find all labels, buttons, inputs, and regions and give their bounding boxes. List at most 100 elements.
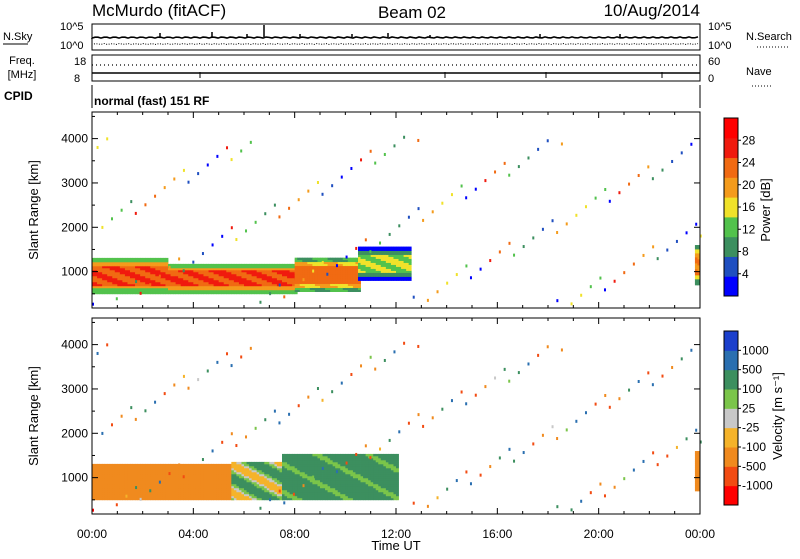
heatmap-echo	[264, 418, 266, 421]
heatmap-cell	[117, 464, 120, 466]
heatmap-cell	[279, 264, 282, 266]
heatmap-echo	[183, 375, 185, 378]
beam-title: Beam 02	[378, 3, 446, 22]
heatmap-echo	[164, 392, 166, 395]
heatmap-echo	[575, 214, 577, 217]
heatmap-cell	[171, 264, 174, 266]
nave-tick-top: 60	[708, 56, 720, 68]
heatmap-cell	[353, 258, 356, 260]
heatmap-cell	[373, 454, 376, 456]
heatmap-echo	[216, 361, 218, 364]
heatmap-cell	[338, 258, 341, 260]
heatmap-cell	[378, 454, 381, 456]
heatmap-echo	[293, 287, 295, 290]
heatmap-cell	[393, 247, 396, 249]
station-title: McMurdo (fitACF)	[92, 1, 226, 20]
heatmap-cell	[209, 264, 212, 266]
heatmap-echo	[418, 413, 420, 416]
heatmap-echo	[192, 261, 194, 264]
heatmap-echo	[661, 169, 663, 172]
heatmap-echo	[609, 200, 611, 203]
heatmap-echo	[245, 229, 247, 232]
heatmap-cell	[325, 258, 328, 260]
heatmap-cell	[343, 258, 346, 260]
heatmap-cell	[201, 264, 204, 266]
heatmap-echo	[408, 216, 410, 219]
heatmap-cell	[386, 247, 389, 249]
power-colorbar-tick-label: 20	[742, 178, 756, 192]
heatmap-cell	[153, 258, 156, 260]
heatmap-cell	[221, 464, 224, 466]
heatmap-cell	[216, 464, 219, 466]
heatmap-cell	[310, 258, 313, 260]
heatmap-cell	[150, 464, 153, 466]
heatmap-cell	[404, 247, 407, 249]
heatmap-echo	[212, 449, 214, 452]
heatmap-cell	[388, 454, 391, 456]
heatmap-echo	[599, 483, 601, 486]
heatmap-echo	[484, 179, 486, 182]
heatmap-echo	[212, 243, 214, 246]
heatmap-cell	[386, 454, 389, 456]
heatmap-cell	[193, 264, 196, 266]
heatmap-echo	[451, 193, 453, 196]
heatmap-echo	[264, 212, 266, 215]
heatmap-echo	[461, 391, 463, 394]
ytick-label: 4000	[61, 132, 88, 146]
heatmap-echo	[508, 242, 510, 245]
heatmap-cell	[145, 258, 148, 260]
heatmap-echo	[504, 368, 506, 371]
heatmap-cell	[107, 464, 110, 466]
heatmap-cell	[257, 264, 260, 266]
heatmap-echo	[116, 297, 118, 300]
heatmap-cell	[292, 454, 295, 456]
heatmap-cell	[219, 464, 222, 466]
cpid-label: CPID	[4, 89, 33, 103]
heatmap-cell	[140, 464, 143, 466]
heatmap-echo	[355, 247, 357, 250]
heatmap-echo	[221, 235, 223, 238]
heatmap-cell	[305, 454, 308, 456]
heatmap-echo	[365, 238, 367, 241]
heatmap-cell	[363, 247, 366, 249]
heatmap-cell	[325, 454, 328, 456]
heatmap-echo	[595, 403, 597, 406]
heatmap-echo	[652, 177, 654, 180]
heatmap-cell	[244, 264, 247, 266]
heatmap-cell	[695, 451, 698, 453]
heatmap-echo	[681, 357, 683, 360]
heatmap-cell	[112, 258, 115, 260]
heatmap-cell	[148, 464, 151, 466]
heatmap-echo	[461, 185, 463, 188]
power-colorbar-swatch	[724, 138, 738, 158]
heatmap-cell	[330, 258, 333, 260]
heatmap-cell	[333, 258, 336, 260]
heatmap-echo	[226, 146, 228, 149]
heatmap-cell	[219, 264, 222, 266]
heatmap-echo	[465, 470, 467, 473]
heatmap-cell	[396, 454, 399, 456]
heatmap-echo	[369, 250, 371, 253]
heatmap-cell	[201, 464, 204, 466]
power-colorbar-tick-label: 24	[742, 156, 756, 170]
heatmap-cell	[340, 258, 343, 260]
heatmap-cell	[226, 264, 229, 266]
heatmap-cell	[155, 258, 158, 260]
heatmap-echo	[417, 139, 419, 142]
heatmap-echo	[446, 488, 448, 491]
heatmap-cell	[267, 462, 270, 464]
heatmap-echo	[365, 444, 367, 447]
heatmap-cell	[282, 454, 285, 456]
heatmap-echo	[633, 263, 635, 266]
noise-left-tick-top: 10^5	[60, 21, 84, 33]
heatmap-cell	[160, 258, 163, 260]
heatmap-echo	[312, 476, 314, 479]
heatmap-cell	[140, 258, 143, 260]
heatmap-echo	[341, 176, 343, 179]
heatmap-cell	[165, 464, 168, 466]
heatmap-echo	[451, 399, 453, 402]
heatmap-cell	[231, 264, 234, 266]
heatmap-cell	[107, 258, 110, 260]
heatmap-echo	[681, 151, 683, 154]
